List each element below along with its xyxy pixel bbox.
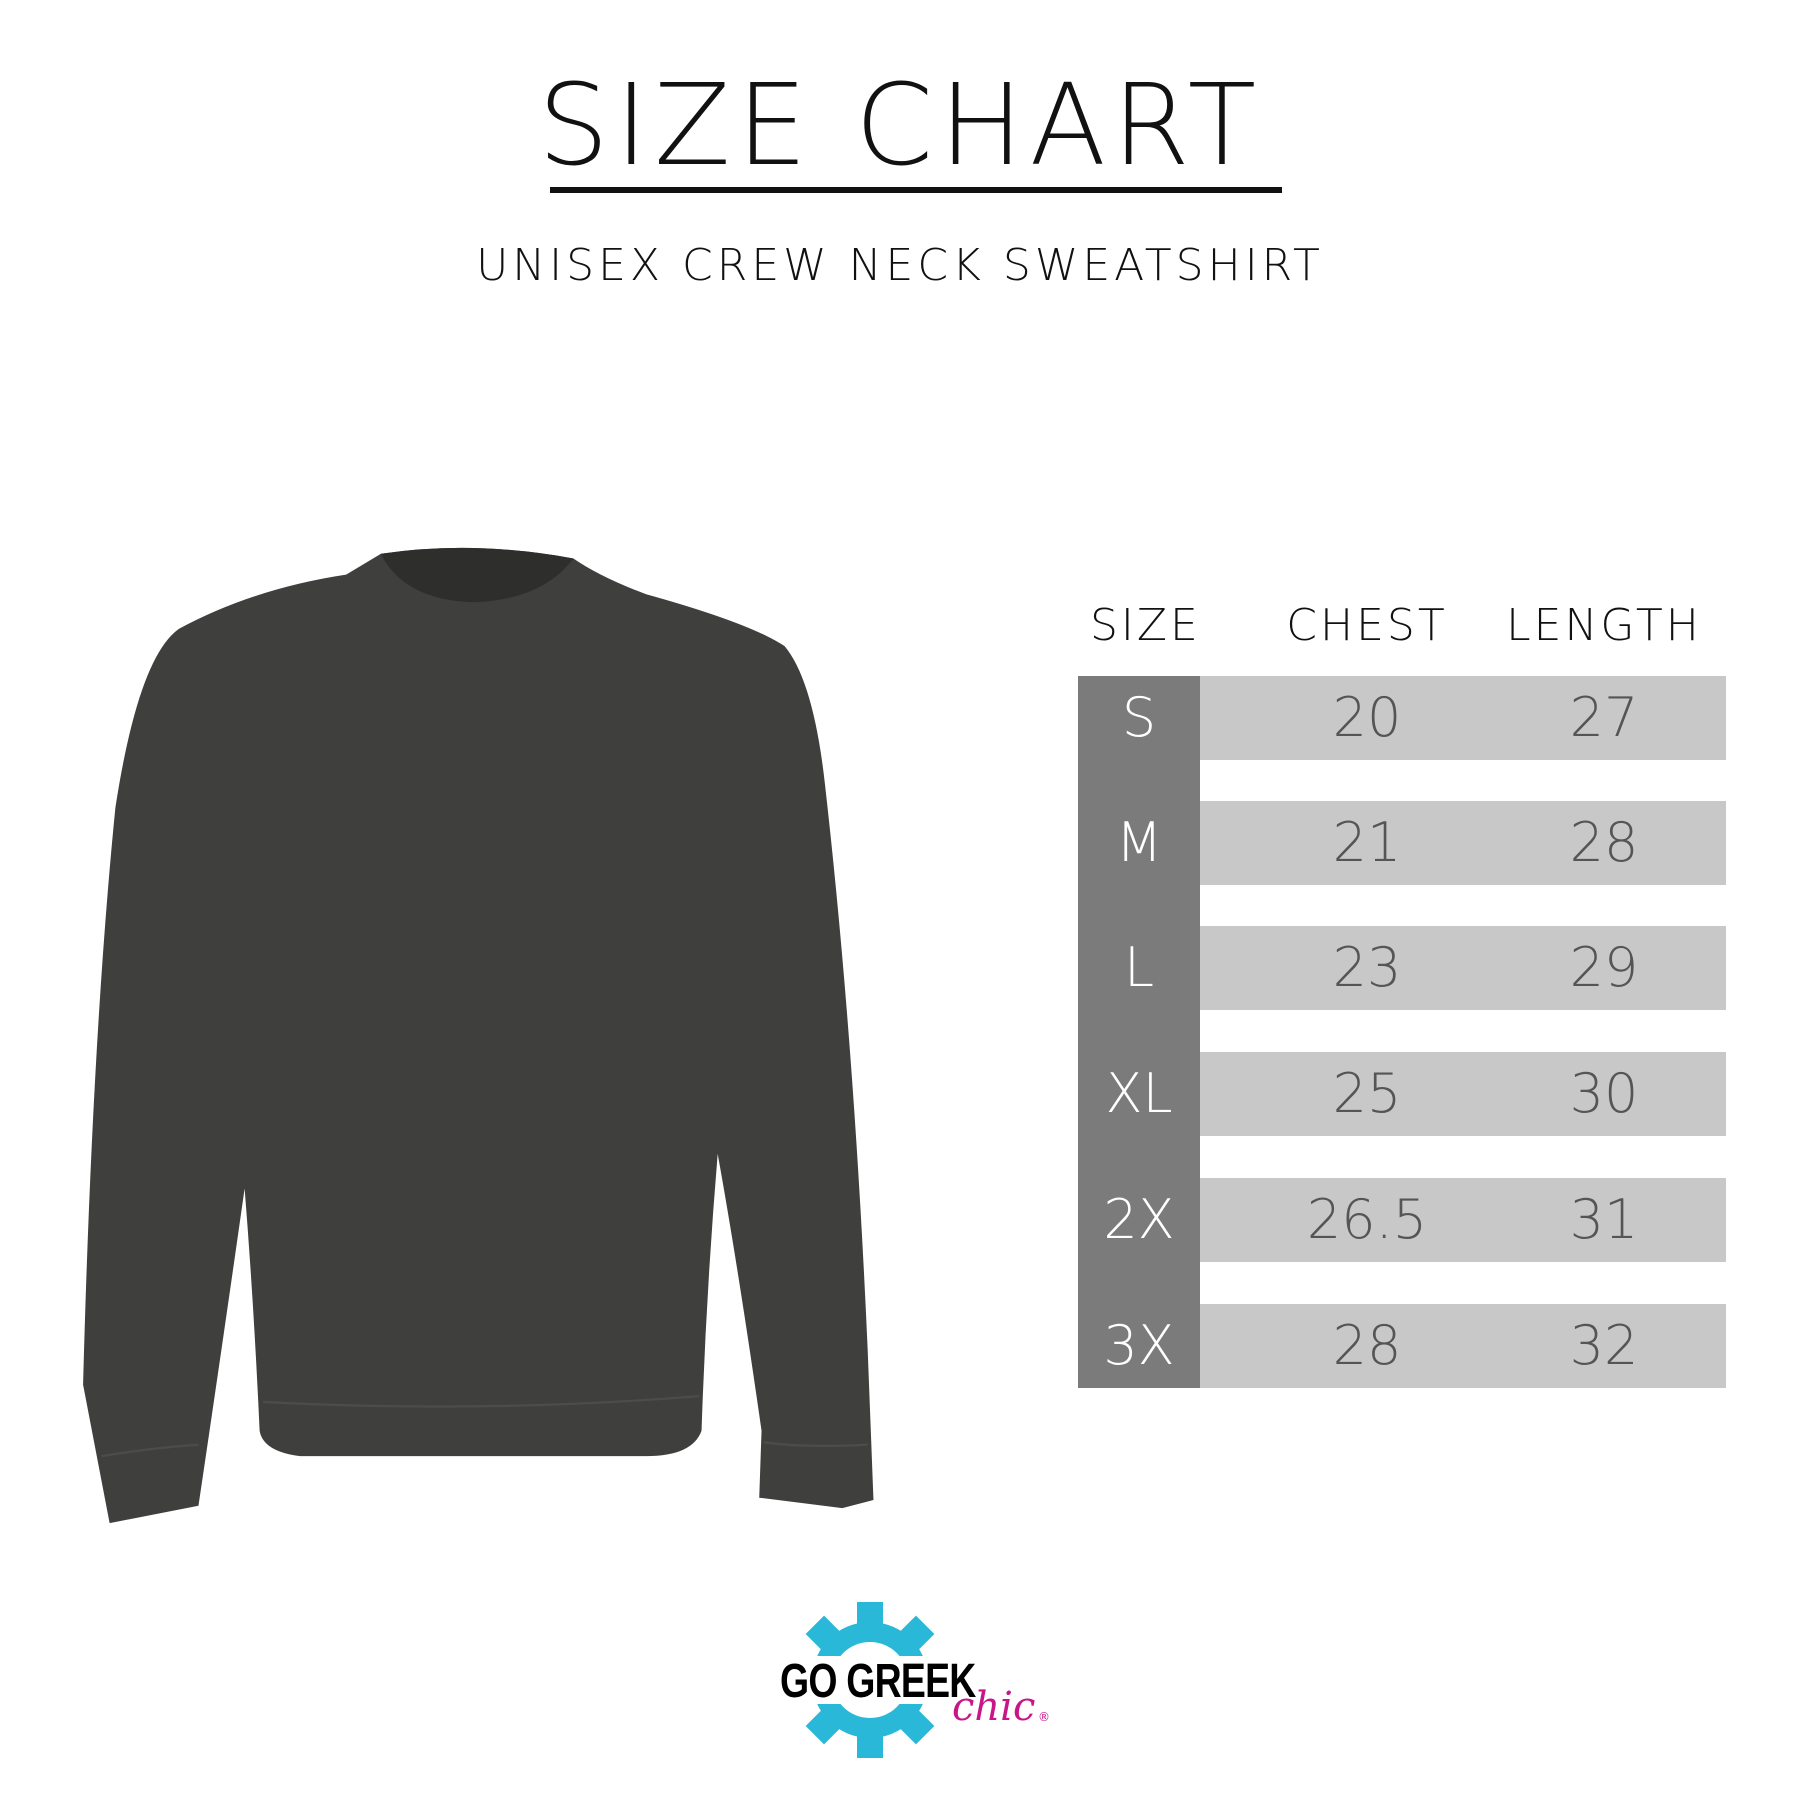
logo-text-script: chic: [952, 1684, 1036, 1730]
chest-value: 20: [1332, 686, 1402, 749]
go-greek-chic-logo: GO GREEK chic ®: [780, 1600, 1060, 1760]
logo-text-main: GO GREEK: [780, 1655, 976, 1708]
column-header-chest: CHEST: [1286, 600, 1448, 651]
page-subtitle: UNISEX CREW NECK SWEATSHIRT: [476, 240, 1324, 291]
registered-mark: ®: [1038, 1710, 1050, 1724]
size-label: L: [1123, 936, 1155, 999]
chest-value: 28: [1332, 1314, 1402, 1377]
chest-value: 23: [1332, 936, 1402, 999]
length-value: 29: [1569, 936, 1639, 999]
size-label: 2X: [1103, 1188, 1175, 1251]
length-value: 31: [1569, 1188, 1639, 1251]
page-title: SIZE CHART: [537, 61, 1263, 191]
size-label: S: [1121, 686, 1157, 749]
size-label: 3X: [1103, 1314, 1175, 1377]
chest-value: 26.5: [1306, 1188, 1428, 1251]
size-label: XL: [1105, 1062, 1173, 1125]
length-value: 30: [1569, 1062, 1639, 1125]
chest-value: 21: [1332, 811, 1402, 874]
column-header-size: SIZE: [1090, 600, 1201, 651]
column-header-length: LENGTH: [1506, 600, 1702, 651]
size-label: M: [1115, 811, 1163, 874]
length-value: 27: [1569, 686, 1639, 749]
gear-icon: [790, 1602, 950, 1758]
length-value: 28: [1569, 811, 1639, 874]
size-column: [1078, 676, 1200, 1388]
title-underline: [550, 187, 1282, 193]
chest-value: 25: [1332, 1062, 1402, 1125]
length-value: 32: [1569, 1314, 1639, 1377]
